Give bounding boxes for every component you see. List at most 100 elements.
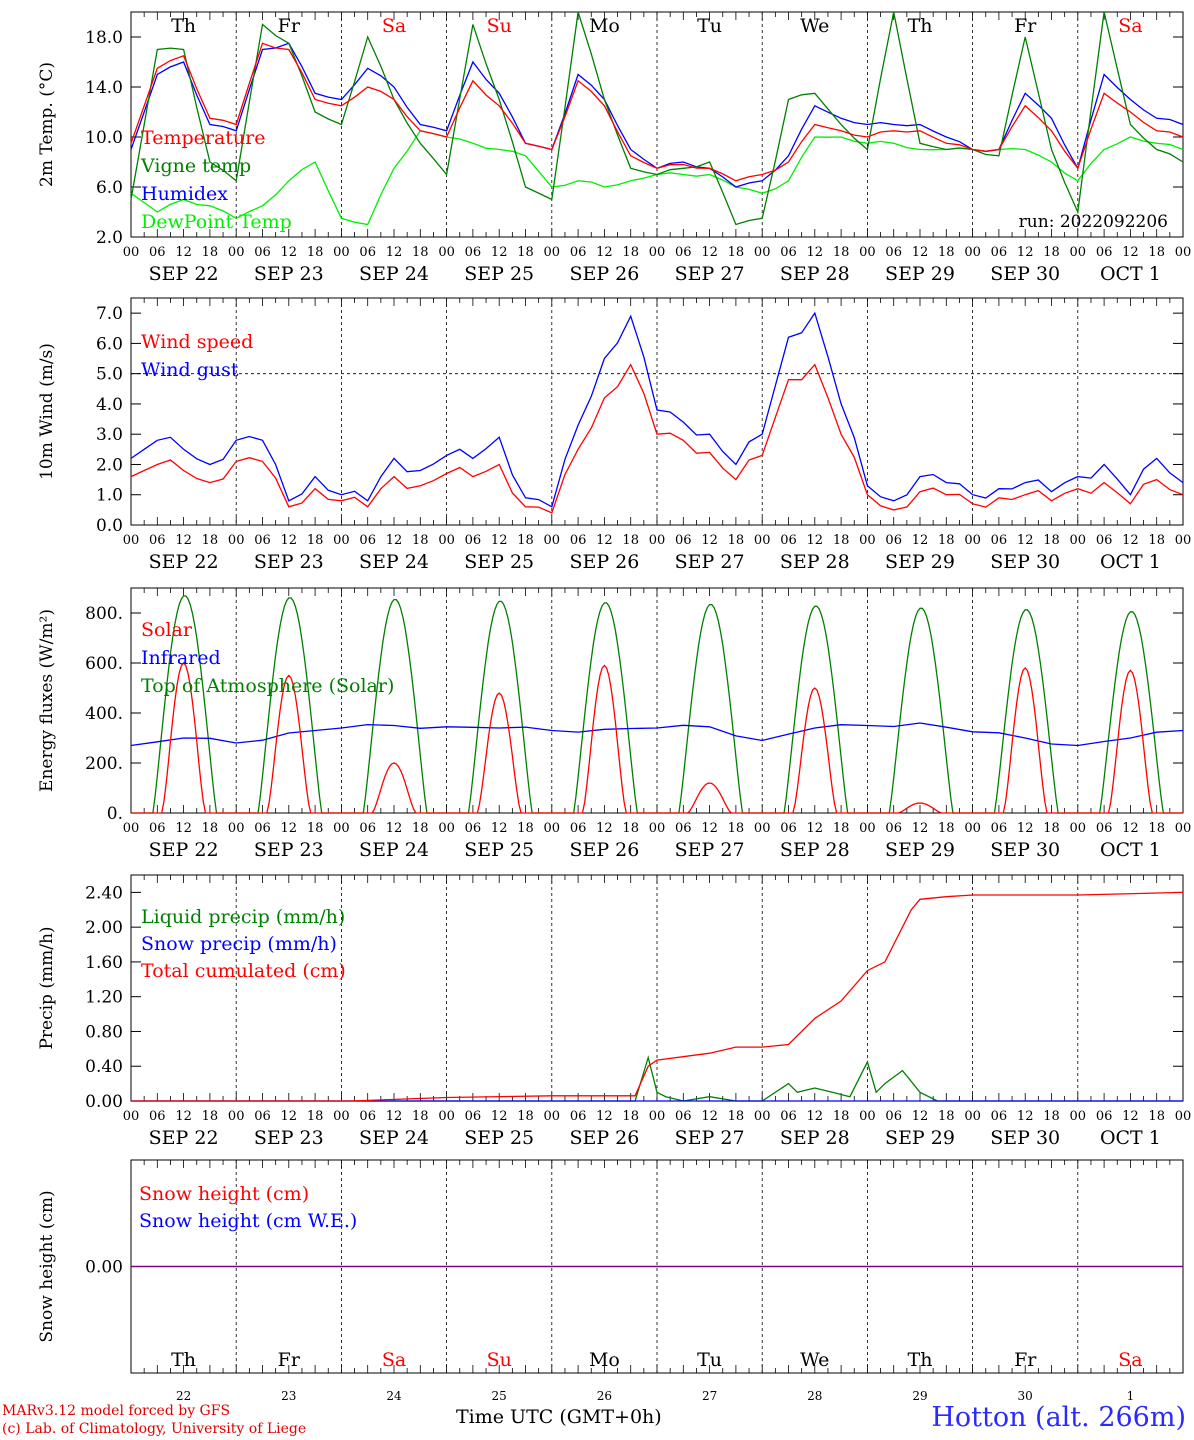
date-label: SEP 25 [464, 263, 534, 285]
hour-tick-label: 12 [596, 245, 613, 260]
hour-tick-label: 18 [1043, 821, 1060, 836]
legend-entry: Snow precip (mm/h) [141, 933, 337, 955]
series-line [131, 891, 1184, 1102]
hour-tick-label: 18 [833, 245, 850, 260]
hour-tick-label: 06 [149, 1109, 166, 1124]
hour-tick-label: 18 [938, 821, 955, 836]
solar-line [131, 661, 1183, 814]
hour-tick-label: 18 [622, 1109, 639, 1124]
hour-tick-label: 18 [412, 821, 429, 836]
series-line [131, 1055, 1183, 1102]
hour-tick-label: 12 [701, 533, 718, 548]
day-number-label: 24 [386, 1389, 402, 1403]
hour-tick-label: 06 [780, 245, 797, 260]
date-label: SEP 28 [780, 1127, 850, 1149]
hour-tick-label: 06 [359, 245, 376, 260]
date-label: SEP 26 [569, 551, 639, 573]
y-tick-label: 200. [85, 754, 123, 774]
hour-tick-label: 12 [491, 821, 508, 836]
hour-tick-label: 12 [1122, 245, 1139, 260]
day-number-label: 29 [912, 1389, 927, 1403]
hour-tick-label: 06 [991, 533, 1008, 548]
y-tick-label: 7.0 [96, 304, 123, 324]
model-credit: MARv3.12 model forced by GFS [2, 1403, 231, 1419]
date-label: SEP 25 [464, 839, 534, 861]
hour-tick-label: 06 [359, 821, 376, 836]
hour-tick-label: 00 [1175, 245, 1192, 260]
legend-entry: Snow height (cm W.E.) [139, 1210, 357, 1232]
hour-tick-label: 00 [754, 821, 771, 836]
legend-entry: Temperature [141, 127, 265, 149]
hour-tick-label: 12 [386, 1109, 403, 1124]
hour-tick-label: 00 [754, 1109, 771, 1124]
y-tick-label: 800. [85, 604, 123, 624]
hour-tick-label: 12 [281, 533, 298, 548]
date-label: SEP 28 [780, 551, 850, 573]
hour-tick-label: 12 [596, 533, 613, 548]
hour-tick-label: 06 [675, 1109, 692, 1124]
time-axis-label: Time UTC (GMT+0h) [456, 1406, 662, 1428]
hour-tick-label: 00 [1070, 533, 1087, 548]
legend-entry: Liquid precip (mm/h) [141, 906, 345, 928]
hour-tick-label: 18 [517, 1109, 534, 1124]
hour-tick-label: 00 [754, 245, 771, 260]
weekday-label: Mo [589, 15, 620, 37]
hour-tick-label: 00 [964, 533, 981, 548]
y-tick-label: 2.0 [96, 228, 123, 248]
hour-tick-label: 18 [728, 1109, 745, 1124]
day-number-label: 25 [492, 1389, 507, 1403]
hour-tick-label: 12 [912, 821, 929, 836]
hour-tick-label: 06 [465, 821, 482, 836]
hour-tick-label: 06 [570, 1109, 587, 1124]
y-tick-label: 4.0 [96, 395, 123, 415]
hour-tick-label: 00 [859, 245, 876, 260]
hour-tick-label: 06 [570, 533, 587, 548]
hour-tick-label: 00 [964, 821, 981, 836]
hour-tick-label: 00 [859, 1109, 876, 1124]
weekday-label: Fr [1014, 1349, 1037, 1371]
station-label: Hotton (alt. 266m) [931, 1402, 1186, 1433]
hour-tick-label: 18 [307, 1109, 324, 1124]
day-number-label: 30 [1018, 1389, 1033, 1403]
date-label: SEP 29 [885, 263, 955, 285]
legend-entry: Vigne temp [140, 155, 251, 177]
hour-tick-label: 12 [281, 821, 298, 836]
hour-tick-label: 18 [1148, 533, 1165, 548]
hour-tick-label: 12 [491, 245, 508, 260]
hour-tick-label: 12 [701, 821, 718, 836]
date-label: SEP 22 [149, 263, 219, 285]
hour-tick-label: 12 [491, 1109, 508, 1124]
hour-tick-label: 06 [675, 533, 692, 548]
date-label: SEP 23 [254, 1127, 324, 1149]
hour-tick-label: 18 [412, 533, 429, 548]
hour-tick-label: 12 [1017, 533, 1034, 548]
hour-tick-label: 00 [649, 245, 666, 260]
hour-tick-label: 06 [359, 1109, 376, 1124]
hour-tick-label: 06 [780, 1109, 797, 1124]
y-tick-label: 0.80 [85, 1022, 123, 1042]
hour-tick-label: 12 [175, 821, 192, 836]
hour-tick-label: 18 [622, 533, 639, 548]
weekday-label: Th [908, 1349, 933, 1371]
date-label: SEP 26 [569, 839, 639, 861]
hour-tick-label: 00 [438, 533, 455, 548]
hour-tick-label: 12 [807, 245, 824, 260]
weekday-label: Su [487, 1349, 512, 1371]
y-tick-label: 10.0 [85, 128, 123, 148]
day-number-label: 1 [1127, 1389, 1135, 1403]
hour-tick-label: 06 [149, 533, 166, 548]
date-label: OCT 1 [1100, 263, 1161, 285]
hour-tick-label: 06 [991, 821, 1008, 836]
hour-tick-label: 00 [964, 1109, 981, 1124]
legend-entry: DewPoint Temp [141, 211, 292, 233]
hour-tick-label: 18 [728, 821, 745, 836]
day-number-label: 23 [281, 1389, 296, 1403]
hour-tick-label: 06 [570, 821, 587, 836]
date-label: SEP 24 [359, 551, 429, 573]
hour-tick-label: 00 [228, 1109, 245, 1124]
y-tick-label: 600. [85, 654, 123, 674]
date-label: OCT 1 [1100, 551, 1161, 573]
date-label: SEP 28 [780, 839, 850, 861]
hour-tick-label: 06 [780, 533, 797, 548]
y-tick-label: 2.0 [96, 455, 123, 475]
